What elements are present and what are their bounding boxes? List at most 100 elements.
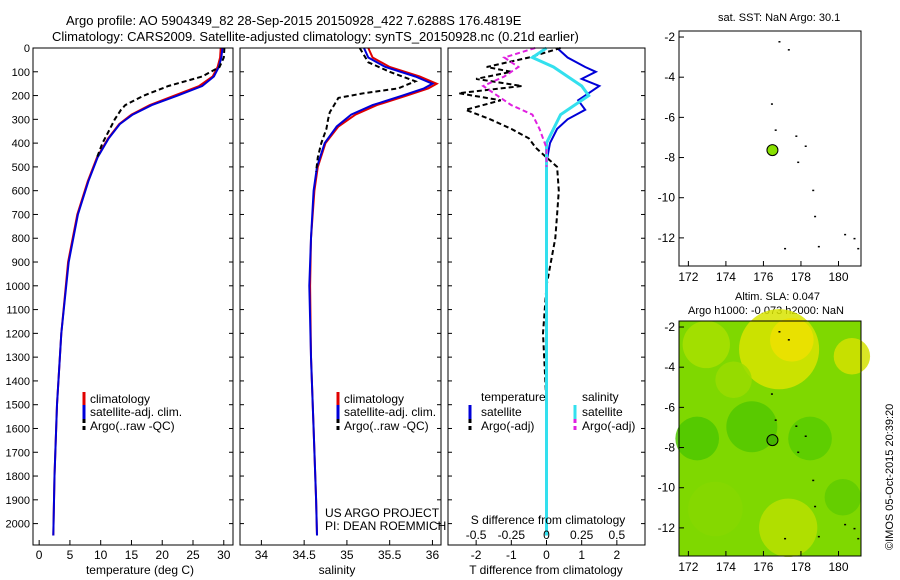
series-line-climatology (309, 47, 439, 536)
sla-map-island (787, 339, 790, 341)
sla-map-ytick-label: -4 (664, 360, 675, 374)
ytick-label-depth: 0 (24, 43, 30, 55)
sla-map-island (770, 393, 773, 395)
sst-map-island (857, 247, 860, 250)
difference-toplabel: S difference from climatology (471, 513, 626, 527)
sla-map-island (817, 535, 820, 538)
sst-map-island (812, 189, 815, 192)
xtick-label-sdiff: -0.25 (498, 528, 526, 542)
sla-map-island (784, 537, 787, 540)
pi-credit: PI: DEAN ROEMMICH (325, 519, 446, 533)
xtick-label-tdiff: -2 (471, 548, 482, 562)
xtick-label-salinity: 34 (255, 548, 269, 562)
sla-map-ytick-label: -8 (664, 441, 675, 455)
sst-map-xtick-label: 172 (678, 270, 698, 284)
sst-map-island (795, 135, 798, 137)
ytick-label-depth: 300 (12, 114, 30, 126)
sst-map-island (817, 245, 820, 248)
sst-map-ytick-label: -2 (664, 30, 675, 44)
sst-map-ytick-label: -12 (658, 231, 676, 245)
difference-xlabel: T difference from climatology (469, 563, 623, 577)
ytick-label-depth: 1200 (6, 328, 30, 340)
ytick-label-depth: 900 (12, 257, 30, 269)
sla-map-heat-patch (715, 361, 752, 398)
plot-frame-3 (447, 47, 646, 546)
sla-map-island (853, 527, 856, 530)
sla-map-island (804, 435, 807, 437)
sla-map-island (774, 419, 777, 421)
salinity-legend: climatology satellite-adj. clim. Argo(..… (336, 392, 436, 433)
temperature-legend: climatology satellite-adj. clim. Argo(..… (82, 392, 182, 433)
sst-map-island (814, 215, 817, 218)
sst-map-ytick-label: -4 (664, 70, 675, 84)
sla-map-island (814, 505, 817, 508)
series-line-climatology (52, 47, 222, 536)
ytick-label-depth: 1900 (6, 495, 30, 507)
sla-map-island (844, 523, 847, 526)
sla-map-island (812, 479, 815, 482)
sla-map-heat-patch (682, 320, 730, 369)
ytick-label-depth: 600 (12, 186, 30, 198)
sla-map-island (795, 425, 798, 427)
ytick-label-depth: 1600 (6, 423, 30, 435)
sst-map-xtick-label: 176 (753, 270, 773, 284)
sla-map-heat-patch (688, 481, 743, 537)
figure-title-line1: Argo profile: AO 5904349_82 28-Sep-2015 … (66, 13, 522, 28)
sla-map-heat-patch (726, 401, 778, 453)
ytick-label-depth: 400 (12, 138, 30, 150)
xtick-label-tdiff: 1 (578, 548, 585, 562)
salinity-xlabel: salinity (319, 563, 356, 577)
legend-label-s-argo: Argo(-adj) (582, 419, 635, 433)
sst-title: sat. SST: NaN Argo: 30.1 (718, 12, 841, 24)
sst-map-xtick-label: 174 (716, 270, 736, 284)
legend-label-satellite: satellite-adj. clim. (344, 405, 436, 419)
xtick-label-sdiff: 0 (543, 528, 550, 542)
ytick-label-depth: 1800 (6, 471, 30, 483)
sst-map-argo-position (766, 144, 779, 157)
xtick-label-salinity: 35.5 (378, 548, 402, 562)
xtick-label-sdiff: 0.25 (570, 528, 594, 542)
sla-map-xtick-label: 174 (716, 560, 736, 574)
series-line-s-satellite (529, 46, 591, 536)
plot-frame-2 (239, 47, 442, 546)
ytick-label-depth: 1700 (6, 447, 30, 459)
xtick-label-sdiff: 0.5 (609, 528, 626, 542)
ytick-label-depth: 1300 (6, 352, 30, 364)
sst-map-island (804, 145, 807, 147)
legend-label-t-satellite: satellite (481, 405, 522, 419)
xtick-label-salinity: 35 (340, 548, 354, 562)
sst-map-island (797, 161, 800, 164)
xtick-label-tdiff: -1 (506, 548, 517, 562)
xtick-label-tdiff: 0 (543, 548, 550, 562)
xtick-label-sdiff: -0.5 (466, 528, 487, 542)
sst-map-island (787, 49, 790, 51)
sla-map-ytick-label: -10 (658, 481, 676, 495)
sst-map-island (770, 103, 773, 105)
ytick-label-depth: 100 (12, 67, 30, 79)
ytick-label-depth: 1000 (6, 281, 30, 293)
xtick-label-temperature: 15 (125, 548, 139, 562)
sla-map-ytick-label: -12 (658, 521, 676, 535)
xtick-label-temperature: 25 (186, 548, 200, 562)
sla-map-xtick-label: 178 (791, 560, 811, 574)
sla-map-xtick-label: 176 (753, 560, 773, 574)
plot-frame-1 (32, 47, 234, 546)
series-line-argo (315, 47, 419, 172)
sla-map-heat-patch (824, 479, 861, 516)
sst-map-island (844, 233, 847, 236)
temperature-xlabel: temperature (deg C) (86, 563, 194, 577)
sst-map-island (778, 41, 781, 43)
project-credit: US ARGO PROJECT (325, 506, 440, 520)
figure-title-line2: Climatology: CARS2009. Satellite-adjuste… (52, 29, 579, 44)
sla-title: Altim. SLA: 0.047 (735, 291, 820, 303)
xtick-label-salinity: 36 (426, 548, 440, 562)
sst-map-frame (678, 30, 862, 267)
sla-map-ytick-label: -2 (664, 320, 675, 334)
sst-map-island (853, 237, 856, 240)
ytick-label-depth: 1500 (6, 400, 30, 412)
series-line-s-argo (481, 47, 548, 167)
legend-label-climatology: climatology (90, 392, 150, 406)
ytick-label-depth: 200 (12, 91, 30, 103)
legend-label-s-satellite: satellite (582, 405, 623, 419)
